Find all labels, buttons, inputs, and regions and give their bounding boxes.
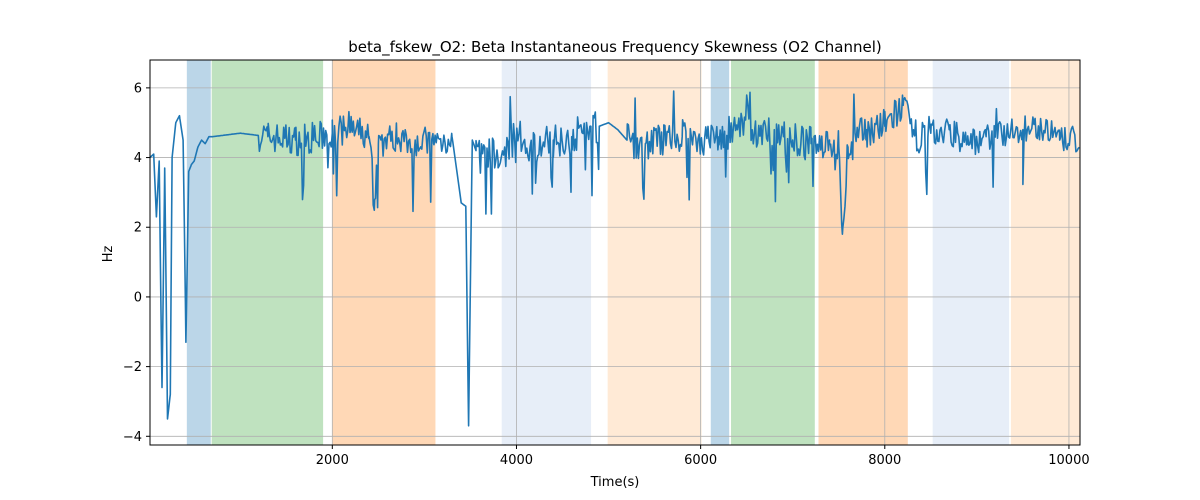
y-tick-label-6: 6 bbox=[134, 81, 142, 96]
y-tick-label-2: 2 bbox=[134, 221, 142, 236]
series-line-0 bbox=[149, 90, 1080, 427]
band-5 bbox=[710, 60, 730, 445]
band-8 bbox=[932, 60, 1010, 445]
band-9 bbox=[1010, 60, 1080, 445]
band-4 bbox=[607, 60, 702, 445]
x-axis-ticks: 2000 4000 6000 8000 10000 bbox=[316, 445, 1090, 468]
x-tick-label-10000: 10000 bbox=[1048, 453, 1089, 468]
highlight-bands bbox=[186, 60, 1080, 445]
x-tick-label-8000: 8000 bbox=[868, 453, 901, 468]
band-1 bbox=[211, 60, 324, 445]
y-axis-label: Hz bbox=[101, 246, 116, 263]
y-tick-label--4: −4 bbox=[123, 430, 142, 445]
band-0 bbox=[186, 60, 211, 445]
x-tick-label-6000: 6000 bbox=[684, 453, 717, 468]
band-6 bbox=[731, 60, 815, 445]
axes-frame bbox=[149, 59, 1081, 446]
series-layer bbox=[149, 90, 1080, 427]
y-axis-ticks: −4 −2 0 2 4 6 bbox=[123, 81, 150, 445]
x-axis-label: Time(s) bbox=[590, 475, 640, 490]
x-tick-label-2000: 2000 bbox=[316, 453, 349, 468]
y-tick-label-0: 0 bbox=[134, 290, 142, 305]
y-tick-label-4: 4 bbox=[134, 151, 142, 166]
chart-title: beta_fskew_O2: Beta Instantaneous Freque… bbox=[348, 38, 881, 57]
y-tick-label--2: −2 bbox=[123, 360, 142, 375]
x-tick-label-4000: 4000 bbox=[500, 453, 533, 468]
